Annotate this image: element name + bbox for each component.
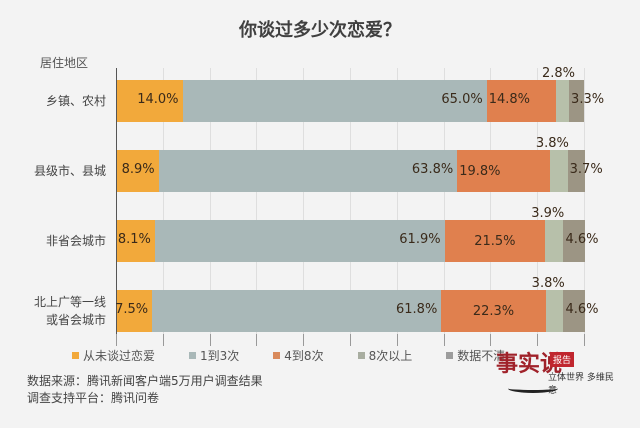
y-axis-line <box>116 68 117 346</box>
data-label: 4.6% <box>565 302 599 317</box>
legend: 从未谈过恋爱 1到3次 4到8次 8次以上 数据不清 <box>72 347 539 364</box>
axis-tick <box>256 334 258 346</box>
source-note: 数据来源：腾讯新闻客户端5万用户调查结果 <box>27 374 263 388</box>
bar-segment: 4.6% <box>563 290 598 332</box>
axis-tick <box>490 334 492 346</box>
bar-row: 7.5% 61.8% 22.3% 3.8% 4.6% <box>115 276 598 332</box>
axis-tick <box>350 334 351 346</box>
gridline <box>162 68 164 346</box>
bar-segment: 3.8% <box>536 136 569 192</box>
category-label: 北上广等一线 或省会城市 <box>33 295 106 327</box>
category-label: 非省会城市 <box>45 234 106 248</box>
bar-segment: 61.9% <box>154 220 445 262</box>
gridline <box>490 68 492 346</box>
bar-segment: 63.8% <box>158 150 458 192</box>
legend-swatch-icon <box>357 352 365 359</box>
axis-tick <box>584 334 585 346</box>
bar-segment: 3.7% <box>567 150 603 192</box>
data-label: 3.8% <box>535 136 569 151</box>
bar-row: 14.0% 65.0% 14.8% 2.8% 3.3% <box>117 66 604 122</box>
axis-tick <box>209 334 211 346</box>
bar-row: 8.9% 63.8% 19.8% 3.8% 3.7% <box>117 136 603 192</box>
watermark-logo: 事实说 报告 立体世界 多维民意 <box>488 348 618 398</box>
category-label: 乡镇、农村 <box>45 94 106 108</box>
data-label: 14.8% <box>488 92 531 107</box>
data-label: 8.9% <box>121 162 155 177</box>
bar-segment: 7.5% <box>115 290 153 332</box>
watermark-slogan: 立体世界 多维民意 <box>548 373 614 396</box>
y-axis-title: 居住地区 <box>40 56 89 70</box>
watermark-badge: 报告 <box>550 352 575 367</box>
gridline <box>209 68 211 346</box>
category-label: 县级市、县城 <box>33 164 106 178</box>
legend-item: 8次以上 <box>357 347 413 364</box>
legend-item: 1到3次 <box>189 347 239 364</box>
gridline <box>537 68 539 346</box>
data-label: 19.8% <box>459 164 501 179</box>
bar-segment: 14.0% <box>117 80 183 122</box>
data-label: 14.0% <box>137 92 179 107</box>
bar-row: 8.1% 61.9% 21.5% 3.9% 4.6% <box>117 206 598 262</box>
axis-tick <box>443 334 445 346</box>
axis-tick <box>537 334 539 346</box>
legend-swatch-icon <box>189 352 197 359</box>
bar-segment: 4.6% <box>563 220 598 262</box>
bar-segment: 61.8% <box>152 290 442 332</box>
legend-swatch-icon <box>72 352 79 359</box>
legend-item: 从未谈过恋爱 <box>72 347 155 364</box>
axis-tick <box>116 334 117 346</box>
gridline <box>350 68 351 346</box>
data-label: 4.6% <box>565 232 599 247</box>
brush-stroke-icon <box>508 384 558 393</box>
chart-title: 你谈过多少次恋爱？ <box>239 20 401 41</box>
data-label: 61.8% <box>396 302 438 317</box>
legend-label: 数据不清 <box>457 349 506 363</box>
data-label: 3.8% <box>531 276 565 291</box>
legend-item: 4到8次 <box>273 347 324 364</box>
legend-label: 从未谈过恋爱 <box>83 349 156 363</box>
data-label: 63.8% <box>411 162 454 177</box>
data-label: 3.9% <box>531 206 565 221</box>
legend-swatch-icon <box>446 352 454 359</box>
bar-segment: 2.8% <box>542 66 575 122</box>
data-label: 7.5% <box>115 302 149 317</box>
gridline <box>303 68 305 346</box>
gridline <box>396 68 398 346</box>
bar-segment: 8.1% <box>117 220 155 262</box>
bar-segment: 65.0% <box>182 80 487 122</box>
axis-tick <box>303 334 305 346</box>
bar-segment: 3.3% <box>569 80 604 122</box>
bar-segment: 14.8% <box>486 80 556 122</box>
platform-note: 调查支持平台：腾讯问卷 <box>27 391 160 405</box>
legend-swatch-icon <box>273 352 281 359</box>
data-label: 3.3% <box>571 92 605 107</box>
data-label: 65.0% <box>441 92 483 107</box>
data-label: 61.9% <box>399 232 441 247</box>
legend-label: 8次以上 <box>368 349 413 363</box>
gridline <box>584 68 585 346</box>
data-label: 22.3% <box>472 304 515 319</box>
data-label: 3.7% <box>569 162 603 177</box>
legend-label: 1到3次 <box>200 349 240 363</box>
bar-segment: 3.8% <box>532 276 565 332</box>
data-label: 2.8% <box>541 66 575 81</box>
data-label: 21.5% <box>474 234 516 249</box>
bar-segment: 3.9% <box>531 206 564 262</box>
bar-segment: 8.9% <box>117 150 159 192</box>
data-label: 8.1% <box>117 232 151 247</box>
gridline <box>443 68 445 346</box>
axis-tick <box>162 334 164 346</box>
plot-area: 14.0% 65.0% 14.8% 2.8% 3.3% 8.9% 63.8% 19.8% 3.8… <box>115 66 604 346</box>
axis-tick <box>396 334 398 346</box>
legend-item: 数据不清 <box>446 347 505 364</box>
legend-label: 4到8次 <box>284 349 324 363</box>
bar-segment: 21.5% <box>444 220 546 262</box>
gridline <box>256 68 258 346</box>
bar-segment: 19.8% <box>457 150 550 192</box>
bar-segment: 22.3% <box>441 290 546 332</box>
